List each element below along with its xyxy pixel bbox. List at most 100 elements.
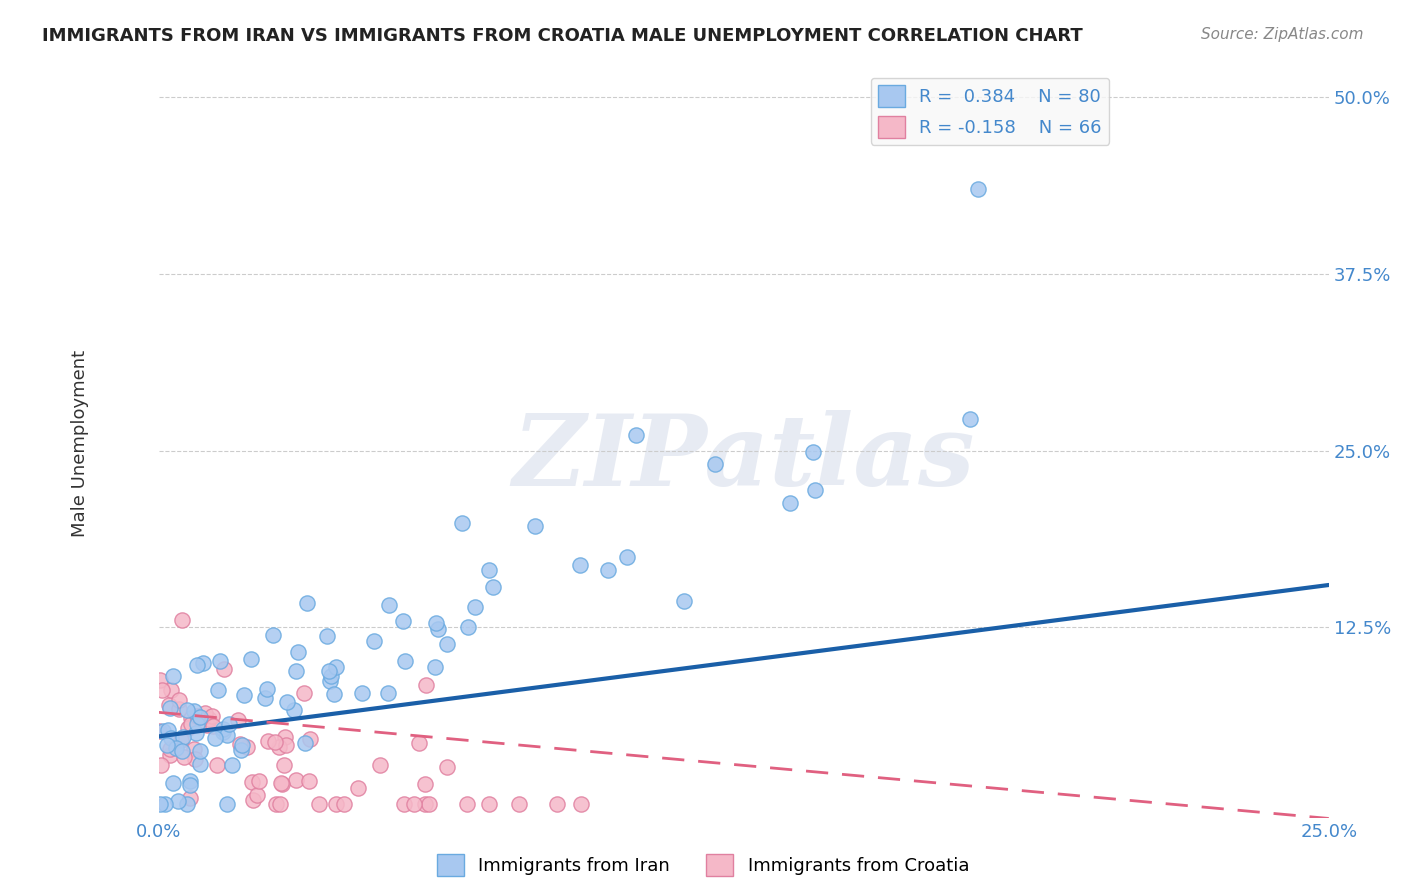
Point (377, 686, 399, 700)
Point (478, 797, 501, 812)
Point (247, 774, 270, 789)
Point (242, 793, 264, 807)
Point (273, 758, 295, 772)
Point (188, 744, 211, 758)
Point (170, 744, 193, 758)
Point (149, 757, 172, 772)
Point (276, 738, 298, 752)
Point (363, 634, 385, 648)
Legend: R =  0.384    N = 80, R = -0.158    N = 66: R = 0.384 N = 80, R = -0.158 N = 66 (870, 78, 1109, 145)
Point (346, 780, 368, 795)
Point (167, 693, 190, 707)
Point (457, 620, 479, 634)
Point (207, 683, 229, 698)
Text: ZIPatlas: ZIPatlas (513, 410, 974, 507)
Y-axis label: Male Unemployment: Male Unemployment (72, 350, 89, 537)
Point (294, 686, 316, 700)
Point (186, 709, 208, 723)
Point (212, 722, 235, 736)
Point (169, 702, 191, 716)
Point (240, 775, 263, 789)
Point (183, 704, 205, 718)
Point (298, 773, 321, 788)
Point (215, 728, 238, 742)
Point (672, 593, 695, 607)
Point (186, 726, 208, 740)
Point (188, 710, 211, 724)
Point (423, 659, 446, 673)
Point (205, 757, 228, 772)
Point (464, 600, 486, 615)
Point (415, 678, 437, 692)
Point (378, 598, 401, 612)
Point (180, 711, 202, 725)
Point (190, 756, 212, 771)
Point (352, 686, 374, 700)
Point (179, 778, 201, 792)
Point (186, 716, 208, 731)
Point (159, 747, 181, 762)
Point (229, 737, 252, 751)
Point (264, 797, 287, 812)
Point (779, 496, 801, 510)
Point (162, 668, 184, 682)
Point (198, 712, 221, 726)
Point (413, 797, 436, 812)
Point (413, 777, 436, 791)
Point (295, 596, 318, 610)
Point (569, 797, 592, 812)
Point (170, 733, 193, 747)
Point (308, 797, 330, 812)
Point (319, 669, 342, 683)
Point (150, 682, 173, 697)
Point (155, 797, 177, 812)
Point (966, 182, 988, 196)
Point (624, 428, 647, 442)
Point (186, 657, 208, 672)
Point (231, 743, 253, 757)
Point (318, 674, 340, 689)
Point (148, 723, 170, 738)
Point (427, 622, 450, 636)
Point (482, 580, 505, 594)
Point (173, 750, 195, 764)
Point (195, 718, 218, 732)
Point (959, 411, 981, 425)
Point (156, 723, 179, 737)
Point (262, 628, 284, 642)
Point (180, 717, 202, 731)
Point (215, 797, 238, 812)
Point (201, 719, 224, 733)
Point (287, 645, 309, 659)
Point (524, 519, 547, 533)
Point (233, 689, 256, 703)
Point (193, 656, 215, 670)
Point (201, 709, 224, 723)
Point (221, 758, 243, 772)
Point (325, 797, 347, 812)
Point (160, 731, 183, 745)
Point (194, 706, 217, 720)
Point (239, 652, 262, 666)
Point (204, 731, 226, 745)
Point (368, 758, 391, 772)
Point (149, 673, 172, 687)
Point (165, 741, 187, 756)
Point (276, 695, 298, 709)
Point (270, 776, 292, 790)
Point (149, 797, 172, 812)
Point (315, 629, 337, 643)
Point (801, 445, 824, 459)
Point (212, 725, 235, 739)
Point (157, 698, 180, 713)
Point (152, 723, 174, 738)
Point (212, 662, 235, 676)
Text: IMMIGRANTS FROM IRAN VS IMMIGRANTS FROM CROATIA MALE UNEMPLOYMENT CORRELATION CH: IMMIGRANTS FROM IRAN VS IMMIGRANTS FROM … (42, 27, 1083, 45)
Point (274, 731, 297, 745)
Point (176, 797, 198, 812)
Point (569, 558, 592, 573)
Point (177, 721, 200, 735)
Point (246, 788, 269, 802)
Point (226, 713, 249, 727)
Point (596, 563, 619, 577)
